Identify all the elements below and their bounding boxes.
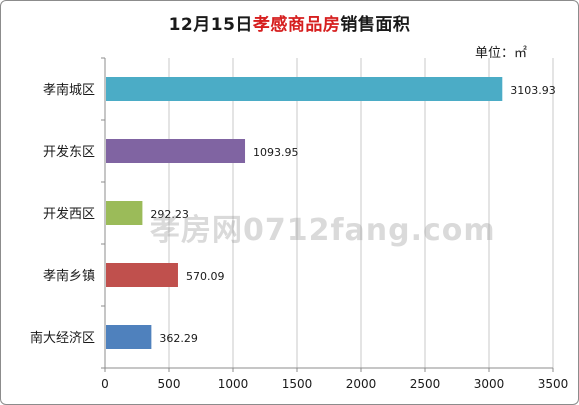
value-label-1: 1093.95 bbox=[253, 146, 299, 159]
value-label-3: 570.09 bbox=[186, 270, 225, 283]
title-highlight: 孝感商品房 bbox=[252, 15, 341, 35]
value-label-4: 362.29 bbox=[159, 332, 198, 345]
title-suffix: 销售面积 bbox=[340, 15, 411, 35]
chart-title: 12月15日孝感商品房销售面积 bbox=[0, 10, 579, 35]
category-label-3: 孝南乡镇 bbox=[43, 268, 95, 284]
tick-label-x-0: 0 bbox=[101, 377, 109, 391]
category-label-4: 南大经济区 bbox=[30, 330, 95, 346]
title-date: 12月15日 bbox=[168, 15, 253, 35]
category-label-2: 开发西区 bbox=[43, 206, 95, 222]
value-label-2: 292.23 bbox=[150, 208, 189, 221]
bar-3 bbox=[106, 263, 178, 287]
bar-2 bbox=[106, 201, 143, 225]
bar-4 bbox=[106, 325, 152, 349]
tick-label-x-3000: 3000 bbox=[474, 377, 505, 391]
category-label-0: 孝南城区 bbox=[43, 82, 95, 98]
category-label-1: 开发东区 bbox=[43, 144, 95, 160]
tick-label-x-2000: 2000 bbox=[346, 377, 377, 391]
tick-label-x-2500: 2500 bbox=[410, 377, 441, 391]
unit-label: 单位：㎡ bbox=[474, 46, 527, 61]
bar-0 bbox=[106, 77, 503, 101]
tick-label-x-500: 500 bbox=[158, 377, 181, 391]
tick-label-x-3500: 3500 bbox=[538, 377, 569, 391]
tick-label-x-1500: 1500 bbox=[282, 377, 313, 391]
bar-1 bbox=[106, 139, 246, 163]
tick-label-x-1000: 1000 bbox=[218, 377, 249, 391]
value-label-0: 3103.93 bbox=[510, 84, 556, 97]
